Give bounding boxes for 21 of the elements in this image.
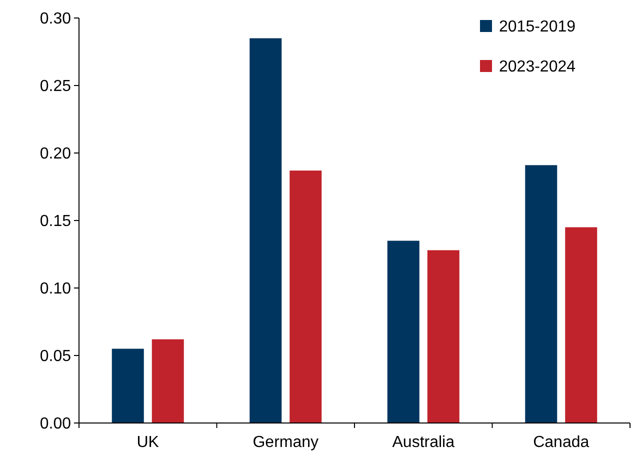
x-tick-label: Germany — [252, 434, 319, 451]
bar — [112, 348, 144, 423]
y-tick-label: 0.20 — [40, 146, 72, 163]
bar — [250, 38, 282, 423]
bar — [152, 339, 184, 423]
x-tick-label: Canada — [533, 434, 590, 451]
y-tick-label: 0.15 — [40, 213, 72, 230]
y-tick-label: 0.05 — [40, 348, 72, 366]
legend-label: 2015-2019 — [499, 18, 576, 36]
y-tick-label: 0.00 — [40, 416, 72, 433]
bar — [387, 240, 420, 423]
y-tick-label: 0.25 — [40, 78, 72, 96]
legend-label: 2023-2024 — [499, 58, 576, 76]
bar — [525, 165, 558, 423]
x-tick-label: UK — [136, 434, 160, 451]
bar — [290, 170, 322, 423]
x-tick-label: Australia — [392, 434, 455, 451]
y-tick-label: 0.30 — [40, 10, 72, 28]
bar — [565, 227, 598, 423]
bar — [427, 250, 460, 423]
y-tick-label: 0.10 — [40, 280, 72, 298]
